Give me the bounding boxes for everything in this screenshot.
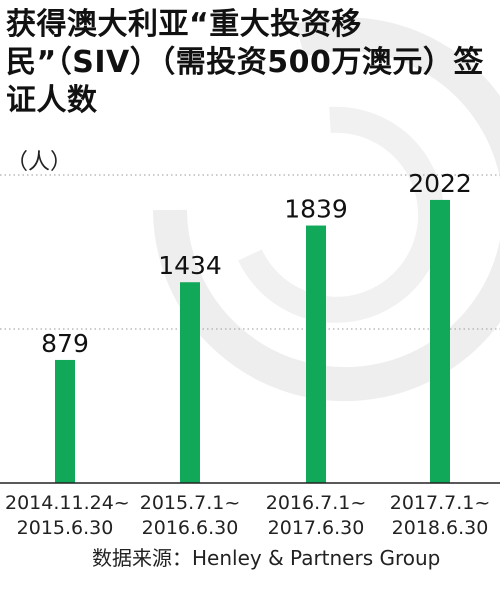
y-unit-label: （人）	[6, 150, 73, 175]
chart-title: 获得澳大利亚“重大投资移民”（SIV）（需投资500万澳元）签证人数	[6, 7, 484, 118]
x-tick-label-line: 2017.7.1~	[389, 492, 491, 514]
bar	[306, 225, 326, 484]
bar-value-label: 879	[41, 329, 89, 358]
x-tick-label-line: 2017.6.30	[267, 517, 365, 539]
value-labels: 879 1434 1839 2022	[41, 169, 472, 358]
gridlines	[0, 174, 500, 330]
bar	[55, 359, 75, 483]
x-tick-label-line: 2015.6.30	[16, 517, 114, 539]
bar-value-label: 1839	[284, 195, 348, 224]
x-tick-label: 2016.7.1~ 2017.6.30	[256, 491, 376, 541]
x-tick-label-line: 2018.6.30	[391, 517, 489, 539]
x-tick-label-line: 2014.11.24~	[5, 492, 130, 514]
bar-value-label: 2022	[408, 169, 472, 198]
x-tick-label-line: 2016.6.30	[141, 517, 239, 539]
x-tick-label-line: 2016.7.1~	[265, 492, 367, 514]
bar	[430, 199, 450, 484]
x-tick-label: 2015.7.1~ 2016.6.30	[130, 491, 250, 541]
source-note: 数据来源：Henley & Partners Group	[92, 546, 441, 570]
bar-value-label: 1434	[158, 251, 222, 280]
bar	[180, 282, 200, 483]
x-tick-label-line: 2015.7.1~	[139, 492, 241, 514]
x-tick-label: 2017.7.1~ 2018.6.30	[380, 491, 500, 541]
x-tick-label: 2014.11.24~ 2015.6.30	[5, 491, 130, 541]
bars	[55, 199, 450, 484]
